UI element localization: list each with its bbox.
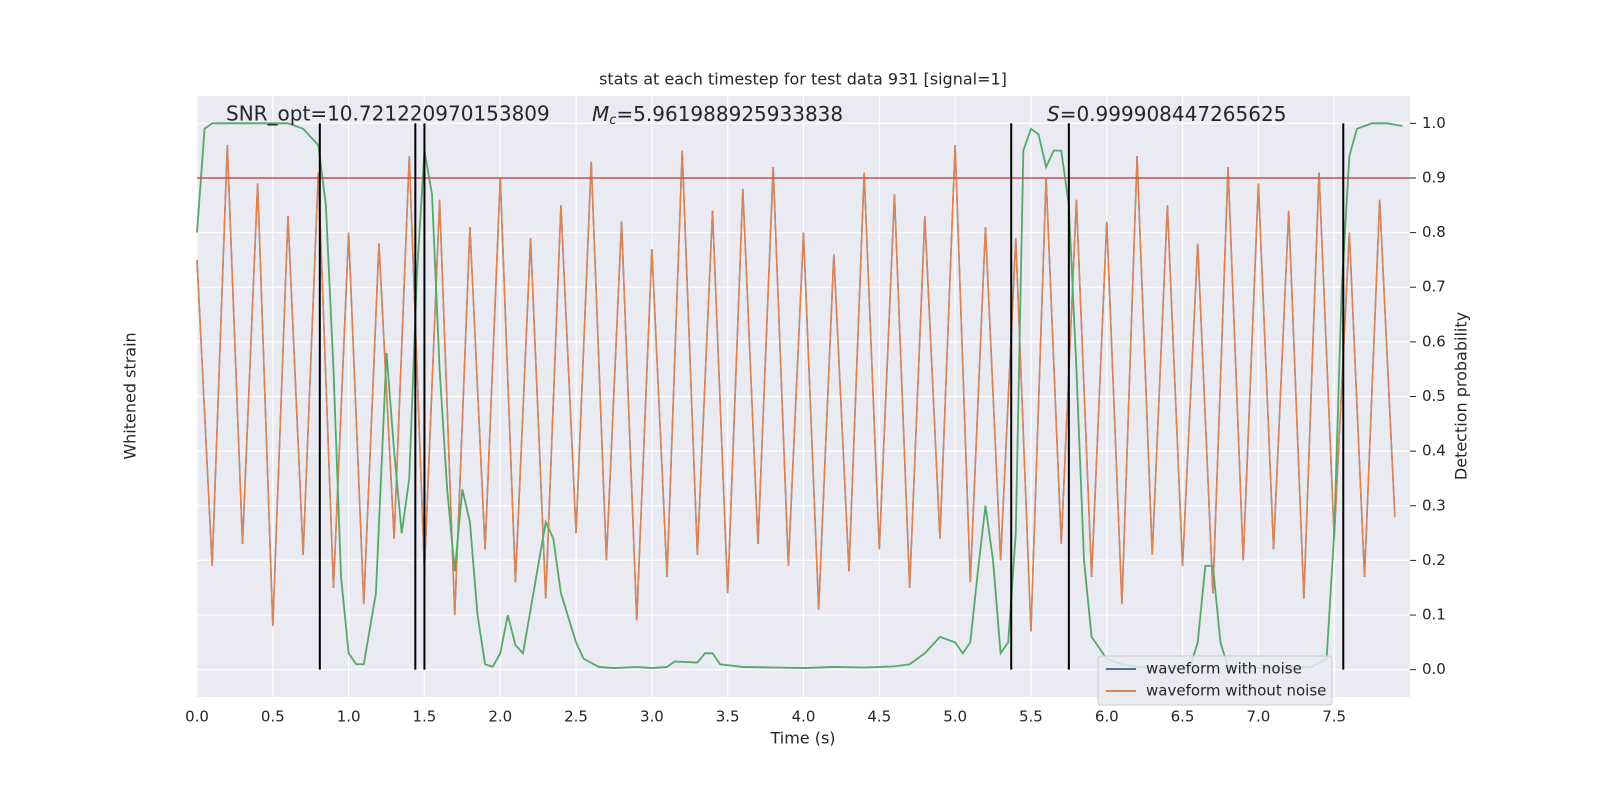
x-tick-label: 3.5 [716, 708, 740, 726]
y2-tick-label: 0.9 [1422, 168, 1446, 186]
y2-tick-label: 0.8 [1422, 223, 1446, 241]
legend-label: waveform without noise [1146, 682, 1326, 700]
x-tick-label: 6.5 [1171, 708, 1195, 726]
x-tick-label: 7.5 [1322, 708, 1346, 726]
x-tick-label: 1.0 [337, 708, 361, 726]
y2-axis-label: Detection probability [1452, 312, 1471, 480]
y2-tick-label: 1.0 [1422, 114, 1446, 132]
y2-tick-label: 0.0 [1422, 660, 1446, 678]
x-tick-label: 0.0 [185, 708, 209, 726]
legend: waveform with noise waveform without nois… [1097, 655, 1333, 706]
legend-box [1097, 655, 1333, 706]
x-tick-label: 5.0 [943, 708, 967, 726]
x-tick-label: 2.5 [564, 708, 588, 726]
chart-title: stats at each timestep for test data 931… [599, 70, 1007, 89]
annotation-symbol: M [592, 102, 609, 126]
x-tick-label: 5.5 [1019, 708, 1043, 726]
x-tick-label: 6.0 [1095, 708, 1119, 726]
x-tick-label: 1.5 [413, 708, 437, 726]
y2-tick-label: 0.1 [1422, 606, 1446, 624]
x-tick-label: 7.0 [1246, 708, 1270, 726]
y2-tick-label: 0.7 [1422, 278, 1446, 296]
annotation: SNR_opt=10.721220970153809 [226, 102, 550, 126]
annotation-subscript: c [609, 113, 616, 128]
x-tick-label: 0.5 [261, 708, 285, 726]
y2-tick-label: 0.2 [1422, 551, 1446, 569]
annotation: Mc=5.961988925933838 [592, 102, 843, 128]
annotation-symbol: S [1047, 102, 1060, 126]
y2-tick-label: 0.3 [1422, 496, 1446, 514]
y2-tick-label: 0.6 [1422, 332, 1446, 350]
x-tick-label: 2.0 [488, 708, 512, 726]
x-tick-label: 3.0 [640, 708, 664, 726]
x-axis-label: Time (s) [769, 729, 835, 748]
y2-tick-label: 0.5 [1422, 387, 1446, 405]
annotation-text: =0.999908447265625 [1060, 102, 1287, 126]
y-axis-label: Whitened strain [121, 332, 140, 459]
x-tick-label: 4.5 [867, 708, 891, 726]
legend-label: waveform with noise [1146, 660, 1302, 678]
annotation-text: =5.961988925933838 [616, 102, 843, 126]
annotation: S=0.999908447265625 [1047, 102, 1286, 126]
x-tick-label: 4.0 [792, 708, 816, 726]
y2-tick-label: 0.4 [1422, 442, 1446, 460]
